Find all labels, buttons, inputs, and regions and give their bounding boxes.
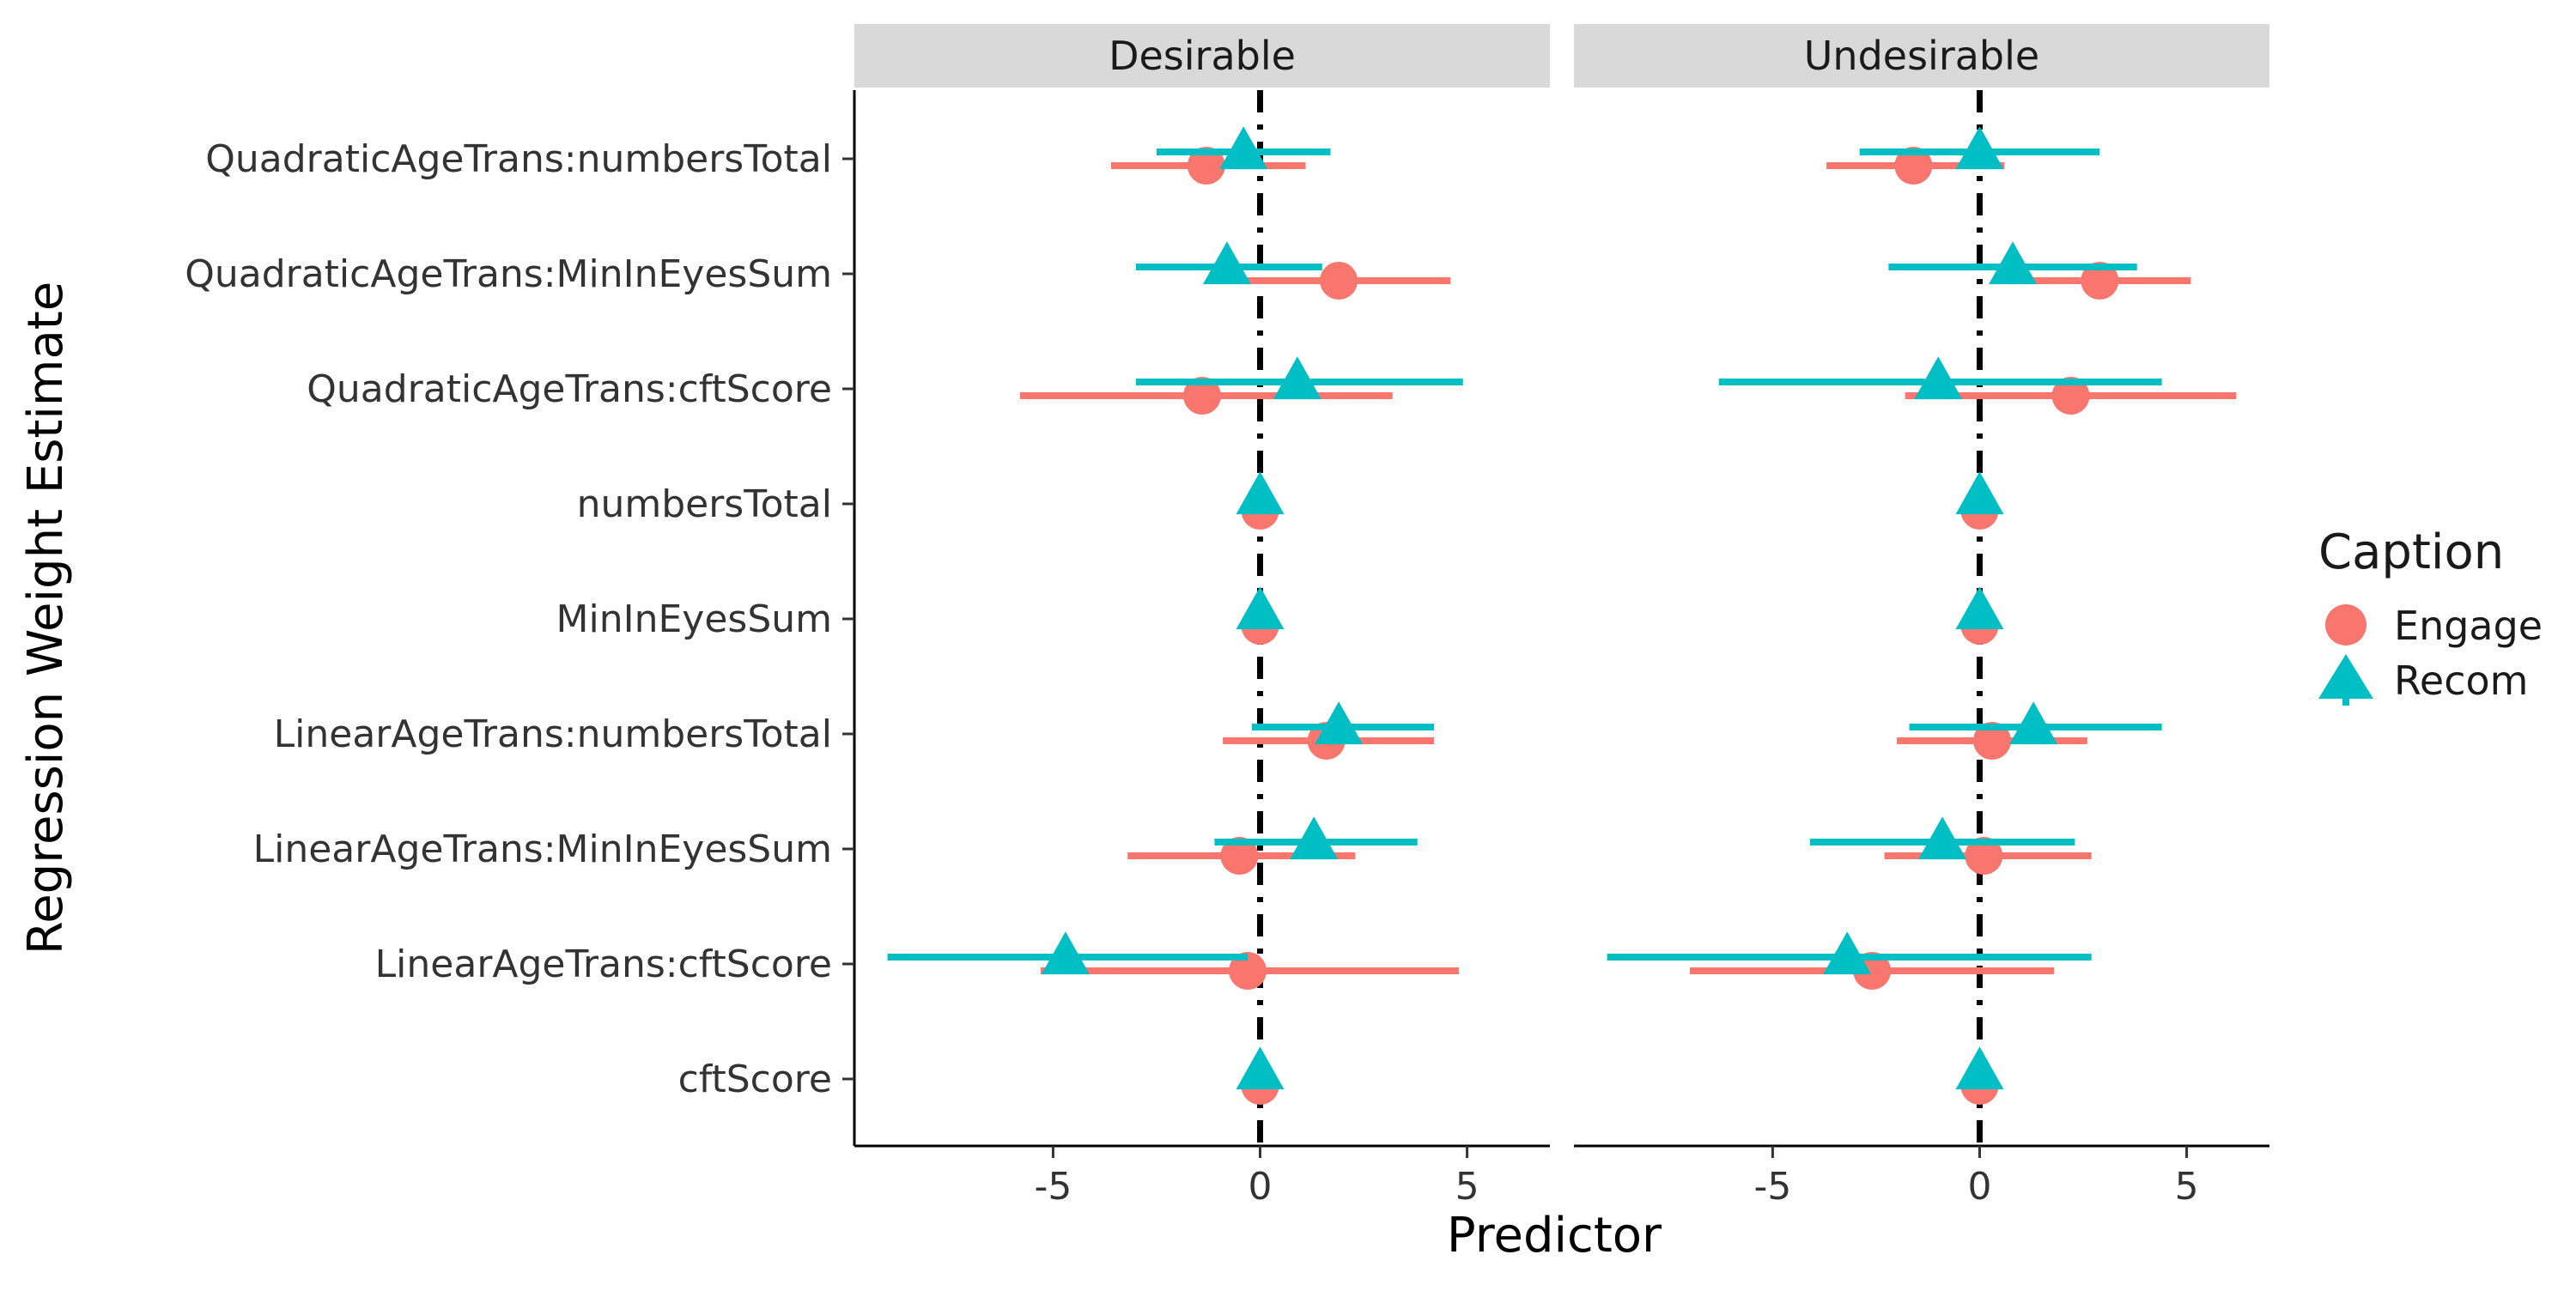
data-point [1955,126,2004,170]
data-point [1236,1046,1285,1090]
x-tick-label: 5 [2175,1165,2199,1209]
facet-strip-label: Desirable [1109,33,1296,79]
x-axis-title: Predictor [1447,1208,1662,1264]
series-recom [1607,126,2162,1090]
y-tick-label: QuadraticAgeTrans:numbersTotal [205,137,832,181]
y-tick-label: cftScore [678,1058,832,1101]
series-engage [1690,147,2237,1105]
data-point [1236,586,1285,630]
data-point [1989,241,2038,285]
y-tick-label: QuadraticAgeTrans:MinInEyesSum [185,252,832,296]
y-tick-label: MinInEyesSum [556,597,832,641]
data-point [1187,147,1225,185]
facet-desirable: Desirable -5 0 5 [854,24,1550,1209]
data-point [1955,1046,2004,1090]
facet-undesirable: Undesirable -5 0 5 [1574,24,2269,1209]
y-tick-label: LinearAgeTrans:MinInEyesSum [253,827,832,871]
data-point [1183,377,1221,415]
data-point [1273,356,1321,400]
legend-entry-engage: Engage [2325,603,2543,649]
y-tick-label: QuadraticAgeTrans:cftScore [307,367,832,411]
data-point [1823,931,1872,975]
data-point [1894,147,1933,185]
data-point [1315,701,1364,745]
legend: Caption Engage Recom [2318,524,2543,706]
series-recom [887,126,1463,1090]
data-point [1041,931,1090,975]
x-tick-label: 5 [1455,1165,1479,1209]
legend-title: Caption [2318,524,2504,580]
legend-label: Recom [2394,658,2528,704]
y-axis: QuadraticAgeTrans:numbersTotal QuadraticA… [185,90,856,1146]
y-tick-label: LinearAgeTrans:cftScore [375,942,832,986]
facets-layer: Desirable -5 0 5 Undesirable -5 0 5 [854,24,2269,1209]
x-tick-label: -5 [1753,1165,1791,1209]
legend-key [2318,654,2373,699]
x-tick-label: 0 [1249,1165,1273,1209]
data-point [1202,241,1251,285]
facet-strip [1574,24,2269,88]
data-point [1219,126,1268,170]
y-tick-label: numbersTotal [577,482,832,526]
x-tick-label: -5 [1034,1165,1072,1209]
y-tick-label: LinearAgeTrans:numbersTotal [274,712,832,756]
legend-label: Engage [2394,603,2543,649]
y-axis-title: Regression Weight Estimate [18,282,74,955]
data-point [1914,356,1963,400]
data-point [1955,471,2004,515]
data-point [2081,262,2119,300]
data-point [1320,262,1358,300]
data-point [1972,722,2011,760]
legend-key [2325,604,2366,646]
data-point [1236,471,1285,515]
data-point [1955,586,2004,630]
facet-strip [854,24,1550,88]
data-point [2009,701,2058,745]
data-point [1918,816,1967,860]
data-point [1220,837,1259,875]
data-point [1229,952,1267,990]
legend-entry-recom: Recom [2318,654,2528,706]
data-point [2051,377,2090,415]
data-point [1290,816,1339,860]
facet-strip-label: Undesirable [1804,33,2039,79]
data-point [1965,837,2003,875]
x-tick-label: 0 [1968,1165,1992,1209]
